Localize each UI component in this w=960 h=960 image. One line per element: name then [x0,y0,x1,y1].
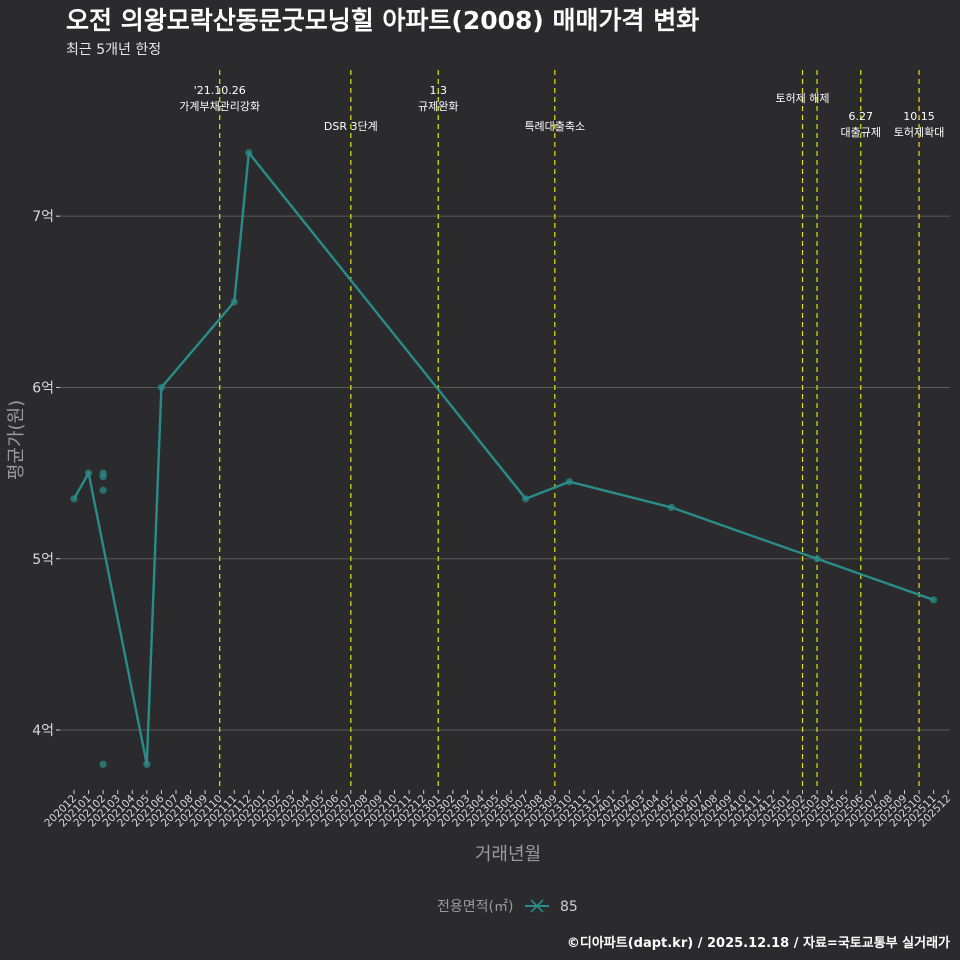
y-tick-label: 6억 [32,380,54,396]
legend-title: 전용면적(㎡) [437,899,513,915]
data-point [99,760,107,768]
legend-cross-icon [530,899,544,913]
event-label: 6.27 [849,110,874,123]
data-point [143,760,151,768]
chart-subtitle: 최근 5개년 한정 [66,42,161,58]
data-point [245,149,253,157]
event-label: 특례대출축소 [524,120,585,133]
event-label: 가계부채관리강화 [179,100,260,113]
data-series [70,149,938,768]
event-label: 1.3 [430,84,448,97]
event-label: 대출규제 [841,126,881,139]
y-axis-ticks: 4억 5억 6억 7억 [32,209,60,739]
data-point [667,503,675,511]
y-tick-label: 7억 [32,209,54,225]
event-label: 규제완화 [418,100,458,113]
event-label: DSR 3단계 [324,120,378,133]
event-label: 10.15 [903,110,935,123]
y-axis-label: 평균가(원) [6,400,27,480]
legend-item-label: 85 [560,899,578,915]
data-point [813,555,821,563]
event-label: '21.10.26 [194,84,246,97]
data-point [930,596,938,604]
event-label: 토허제 해제 [775,91,829,105]
legend: 전용면적(㎡) 85 [437,899,578,915]
data-point [99,472,107,481]
data-point [157,383,166,392]
caption: ©디아파트(dapt.kr) / 2025.12.18 / 자료=국토교통부 실… [567,935,950,951]
event-label: 토허제확대 [894,126,945,139]
chart-title: 오전 의왕모락산동문굿모닝힐 아파트(2008) 매매가격 변화 [66,6,699,35]
data-point [230,298,238,306]
series-line [72,151,934,766]
y-tick-label: 5억 [32,552,54,568]
gridlines [60,215,950,731]
y-tick-label: 4억 [32,723,54,739]
data-point [99,486,107,494]
data-point [522,495,530,503]
data-point [84,469,93,477]
data-point [70,495,78,503]
x-axis-ticks: 2020122021012021022021032021042021052021… [42,790,953,829]
x-axis-label: 거래년월 [475,844,541,865]
data-point [565,478,573,486]
